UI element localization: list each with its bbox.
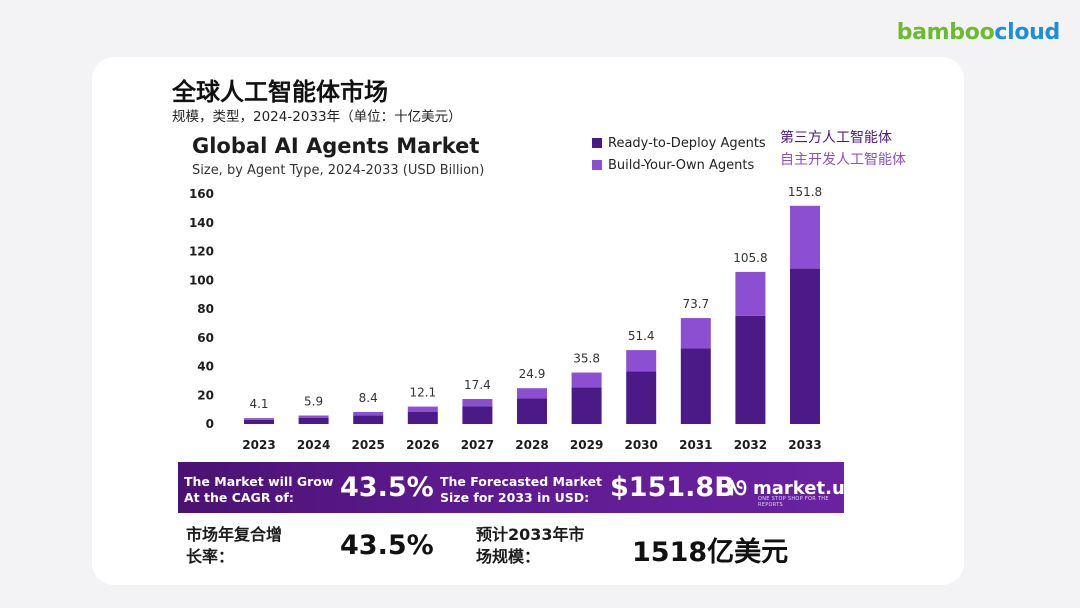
- legend-label-byo: Build-Your-Own Agents: [608, 157, 755, 173]
- bar-ready-to-deploy: [735, 315, 766, 424]
- cagr-value: 43.5%: [340, 530, 434, 561]
- y-tick-label: 100: [189, 273, 214, 287]
- bar-build-your-own: [626, 350, 657, 372]
- bar-ready-to-deploy: [462, 406, 493, 424]
- y-tick-label: 80: [197, 302, 214, 316]
- bar-ready-to-deploy: [244, 419, 274, 424]
- chart-legend: Ready-to-Deploy Agents Build-Your-Own Ag…: [592, 132, 766, 176]
- chart-plot: 0 20 40 60 80 100 120 140 160 4.1 2023 5.9 2024 8.4 20…: [189, 185, 822, 452]
- data-label: 105.8: [733, 251, 767, 265]
- bar-build-your-own: [462, 398, 493, 407]
- x-tick-label: 2031: [679, 438, 712, 452]
- cn-legend-ready: 第三方人工智能体: [780, 130, 892, 146]
- slide-subtitle: 规模，类型，2024-2033年（单位：十亿美元）: [172, 109, 462, 125]
- x-tick-label: 2027: [461, 438, 494, 452]
- banner-cagr-value: 43.5%: [340, 472, 434, 503]
- cagr-label: 市场年复合增长率：: [186, 525, 283, 566]
- bar-ready-to-deploy: [626, 371, 657, 424]
- data-label: 73.7: [682, 297, 709, 311]
- bar-ready-to-deploy: [680, 348, 711, 424]
- bar-ready-to-deploy: [571, 387, 602, 424]
- y-tick-label: 40: [197, 360, 214, 374]
- x-tick-label: 2023: [242, 438, 275, 452]
- bar-ready-to-deploy: [407, 411, 438, 424]
- market-size-label: 预计2033年市场规模：: [476, 525, 585, 566]
- x-tick-label: 2029: [570, 438, 603, 452]
- slide-title: 全球人工智能体市场: [172, 78, 388, 106]
- data-label: 51.4: [628, 329, 655, 343]
- market-us-logo-text: market.us: [753, 477, 856, 499]
- brand-logo: bamboocloud: [896, 20, 1061, 45]
- x-tick-label: 2026: [406, 438, 439, 452]
- y-tick-label: 20: [197, 388, 214, 402]
- market-us-logo: ᘚ market.us: [730, 476, 855, 500]
- brand-logo-part1: bamboo: [896, 20, 995, 45]
- data-label: 24.9: [519, 367, 546, 381]
- chart-title: Global AI Agents Market: [192, 134, 480, 158]
- bar-ready-to-deploy: [790, 268, 820, 424]
- y-tick-label: 140: [189, 216, 214, 230]
- market-size-value: 1518亿美元: [632, 537, 789, 568]
- market-us-logo-icon: ᘚ: [730, 476, 748, 500]
- bar-build-your-own: [571, 372, 602, 388]
- banner-forecast-label: The Forecasted Market Size for 2033 in U…: [440, 474, 603, 505]
- bar-ready-to-deploy: [353, 415, 384, 424]
- bar-build-your-own: [244, 418, 274, 420]
- chart-image: Global AI Agents Market Size, by Agent T…: [180, 128, 844, 514]
- bar-ready-to-deploy: [517, 398, 547, 424]
- bar-build-your-own: [407, 406, 438, 412]
- bar-build-your-own: [353, 411, 384, 416]
- data-label: 17.4: [464, 378, 491, 392]
- banner-cagr-label: The Market will Grow At the CAGR of:: [184, 474, 334, 505]
- y-tick-label: 160: [189, 187, 214, 201]
- x-tick-label: 2033: [788, 438, 821, 452]
- bar-build-your-own: [298, 415, 329, 418]
- bar-ready-to-deploy: [298, 417, 329, 424]
- legend-item-byo: Build-Your-Own Agents: [592, 154, 766, 176]
- legend-label-ready: Ready-to-Deploy Agents: [608, 135, 766, 151]
- data-label: 5.9: [304, 395, 323, 409]
- brand-logo-part2: cloud: [994, 20, 1060, 45]
- legend-swatch-ready: [592, 138, 602, 148]
- data-label: 35.8: [573, 352, 600, 366]
- x-tick-label: 2024: [297, 438, 330, 452]
- banner-forecast-value: $151.8B: [610, 472, 735, 503]
- y-tick-label: 120: [189, 245, 214, 259]
- market-us-tagline: ONE STOP SHOP FOR THE REPORTS: [758, 496, 829, 508]
- cn-legend: 第三方人工智能体 自主开发人工智能体: [780, 127, 906, 171]
- bar-build-your-own: [680, 318, 711, 349]
- data-label: 12.1: [409, 386, 436, 400]
- legend-item-ready: Ready-to-Deploy Agents: [592, 132, 766, 154]
- x-tick-label: 2032: [734, 438, 767, 452]
- cn-legend-byo: 自主开发人工智能体: [780, 152, 906, 168]
- legend-swatch-byo: [592, 160, 602, 170]
- data-label: 8.4: [359, 391, 378, 405]
- y-tick-label: 0: [206, 417, 214, 431]
- x-tick-label: 2025: [351, 438, 384, 452]
- bar-build-your-own: [790, 205, 820, 269]
- x-tick-label: 2028: [515, 438, 548, 452]
- data-label: 151.8: [788, 185, 822, 199]
- x-tick-label: 2030: [624, 438, 657, 452]
- y-tick-label: 60: [197, 331, 214, 345]
- chart-subtitle: Size, by Agent Type, 2024-2033 (USD Bill…: [192, 163, 485, 178]
- bar-build-your-own: [517, 388, 547, 399]
- summary-banner: The Market will Grow At the CAGR of: 43.…: [178, 462, 855, 513]
- bar-build-your-own: [735, 271, 766, 316]
- data-label: 4.1: [249, 397, 268, 411]
